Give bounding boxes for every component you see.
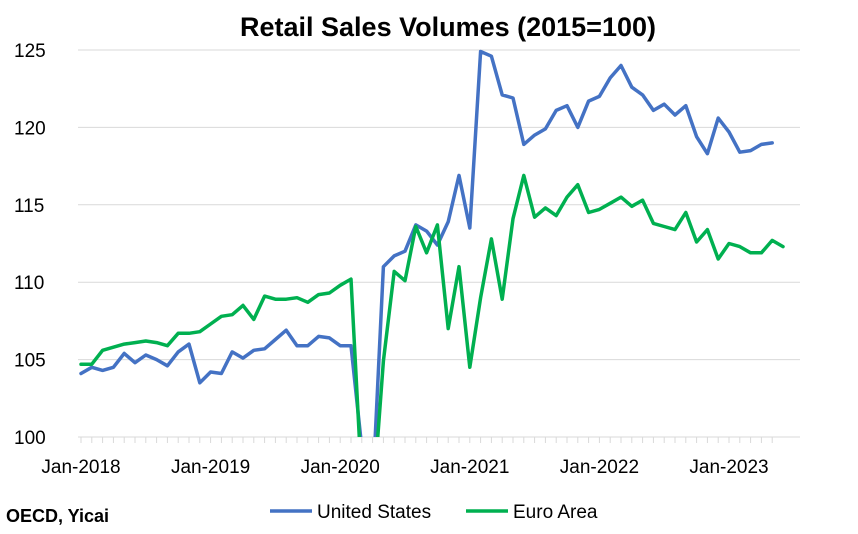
x-tick-label: Jan-2020 [301,457,380,478]
y-tick-label: 120 [14,118,46,139]
x-axis: Jan-2018 Jan-2019 Jan-2020 Jan-2021 Jan-2022… [41,436,800,478]
series-line-united-states [79,49,774,437]
x-tick-label: Jan-2021 [430,457,509,478]
x-tick-label: Jan-2022 [560,457,639,478]
x-tick-label: Jan-2023 [689,457,768,478]
y-tick-label: 115 [14,196,44,217]
gridlines [78,49,800,361]
source-note: OECD, Yicai [6,506,109,526]
x-tick-label: Jan-2019 [171,457,250,478]
legend-label-united-states: United States [317,502,431,523]
y-tick-label: 100 [14,428,46,449]
y-tick-label: 105 [14,351,46,372]
series-lines [79,49,785,437]
legend: United States Euro Area [270,502,598,523]
chart-title: Retail Sales Volumes (2015=100) [240,12,656,42]
y-tick-label: 125 [14,41,46,62]
legend-label-euro-area: Euro Area [513,502,598,523]
y-axis-tick-labels: 100 105 110 115 120 125 [14,41,46,449]
y-tick-label: 110 [14,273,44,294]
series-line-euro-area [79,173,785,437]
x-tick-label: Jan-2018 [41,457,120,478]
